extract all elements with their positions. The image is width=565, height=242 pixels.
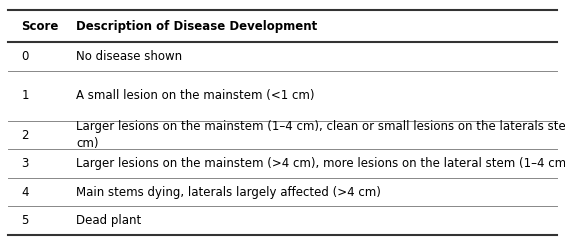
Text: Main stems dying, laterals largely affected (>4 cm): Main stems dying, laterals largely affec…: [76, 186, 381, 198]
Text: Larger lesions on the mainstem (>4 cm), more lesions on the lateral stem (1–4 cm: Larger lesions on the mainstem (>4 cm), …: [76, 157, 565, 170]
Text: 5: 5: [21, 214, 29, 227]
Text: 4: 4: [21, 186, 29, 198]
Text: 0: 0: [21, 50, 29, 63]
Text: A small lesion on the mainstem (<1 cm): A small lesion on the mainstem (<1 cm): [76, 89, 315, 102]
Text: Description of Disease Development: Description of Disease Development: [76, 20, 318, 33]
Text: 1: 1: [21, 89, 29, 102]
Text: Score: Score: [21, 20, 59, 33]
Text: No disease shown: No disease shown: [76, 50, 182, 63]
Text: 3: 3: [21, 157, 29, 170]
Text: Larger lesions on the mainstem (1–4 cm), clean or small lesions on the laterals : Larger lesions on the mainstem (1–4 cm),…: [76, 120, 565, 150]
Text: 2: 2: [21, 129, 29, 142]
Text: Dead plant: Dead plant: [76, 214, 141, 227]
